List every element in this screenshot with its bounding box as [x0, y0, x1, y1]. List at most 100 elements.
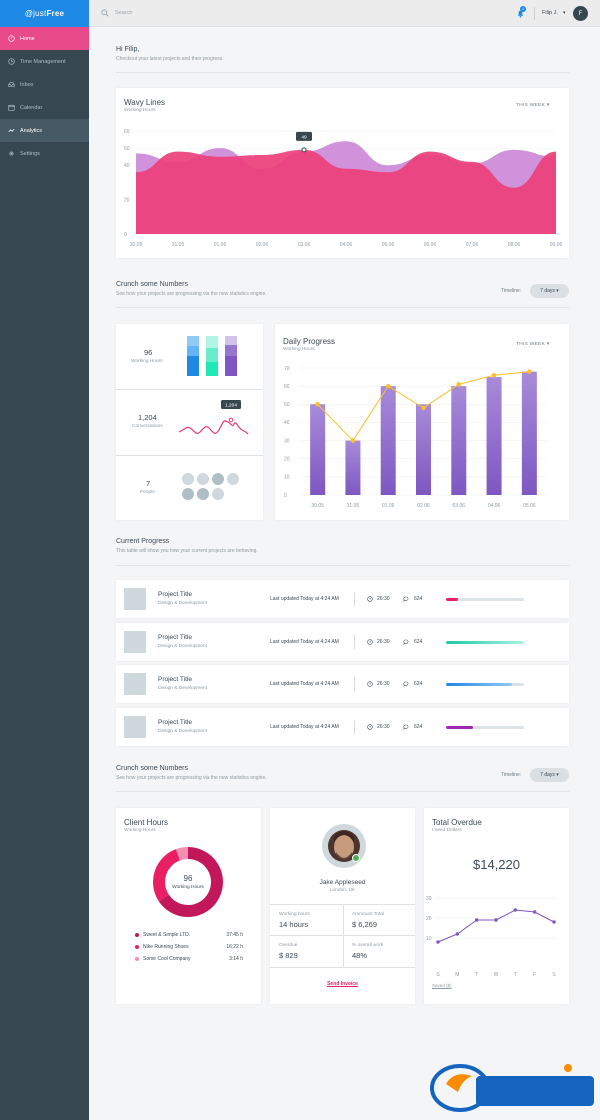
x-tick-label: M [455, 972, 459, 978]
send-invoice-button[interactable]: Send Invoice [327, 981, 358, 987]
bar-30.05 [310, 404, 326, 495]
timeline-label: Timeline: [501, 288, 522, 294]
legend-label: Sweet & Simple LTD. [143, 932, 191, 938]
timeline-select[interactable]: 7 days ▾ [530, 768, 569, 782]
line-point [513, 908, 518, 912]
section-subtitle: This table will show you how your curren… [116, 548, 258, 554]
y-tick-label: 0 [284, 493, 287, 499]
time-value: 26:30 [377, 639, 390, 645]
x-tick-label: F [533, 972, 536, 978]
y-tick-label: 0 [124, 232, 127, 238]
legend-value: 37:45 h [226, 932, 243, 938]
project-title[interactable]: Project Title [158, 634, 192, 641]
legend-dot [135, 945, 139, 949]
sidebar-item-calendar[interactable]: Calendar [0, 96, 89, 119]
table-row[interactable]: Project Title Design & Development Last up… [116, 580, 569, 618]
home-icon [8, 35, 15, 42]
progress-fill [446, 683, 513, 686]
bar-segment [187, 336, 199, 346]
donut-center-label: Working Hours [172, 884, 204, 890]
search-icon[interactable] [101, 9, 109, 17]
last-updated: Last updated Today at 4:24 AM [270, 724, 339, 730]
sidebar-item-home[interactable]: Home [0, 27, 89, 50]
line-point [456, 382, 462, 387]
project-title[interactable]: Project Title [158, 719, 192, 726]
sparkline-point [228, 417, 234, 423]
sidebar-item-inbox[interactable]: Inbox [0, 73, 89, 96]
logo[interactable]: @just Free [0, 0, 89, 27]
bar-segment [187, 356, 199, 376]
x-tick-label: 31.05 [347, 503, 360, 509]
y-tick-label: 10 [426, 936, 432, 942]
gear-icon [8, 150, 15, 157]
sidebar-item-time-management[interactable]: Time Management [0, 50, 89, 73]
divider [116, 565, 569, 566]
last-updated: Last updated Today at 4:24 AM [270, 639, 339, 645]
x-tick-label: 31.05 [172, 242, 185, 248]
sidebar: @just Free Home Time Management Inbox Cal… [0, 0, 89, 1120]
y-tick-label: 40 [284, 420, 290, 426]
legend-label: Nike Running Shoes [143, 944, 189, 950]
sidebar-item-label: Inbox [20, 81, 34, 88]
comment-icon [403, 596, 409, 602]
topbar: Search 4 Filip J. ▾ F [89, 0, 600, 27]
conversations-sparkline: 1,204 [178, 400, 249, 435]
chevron-down-icon[interactable]: ▾ [563, 10, 566, 16]
overdue-value: $ 829 [279, 951, 298, 960]
section-title: Crunch some Numbers [116, 281, 188, 288]
search-input[interactable]: Search [115, 10, 133, 16]
timeline-select[interactable]: 7 days ▾ [530, 284, 569, 298]
sidebar-item-label: Time Management [20, 58, 66, 65]
period-select[interactable]: THIS WEEK ▾ [516, 342, 549, 347]
project-title[interactable]: Project Title [158, 676, 192, 683]
card-title: Client Hours [124, 818, 169, 827]
period-label: THIS WEEK [516, 342, 546, 347]
hours-label: Working Hours [131, 359, 163, 364]
y-tick-label: 30 [426, 896, 432, 902]
amount-label: Ammount Total [352, 912, 384, 917]
comment-count: 624 [414, 639, 423, 645]
avatar-skin [334, 835, 354, 859]
progress-fill [446, 726, 474, 729]
divider [534, 7, 535, 20]
sidebar-item-analytics[interactable]: Analytics [0, 119, 89, 142]
card-subtitle: Working Hours [124, 108, 156, 113]
divider [354, 592, 355, 606]
y-tick-label: 70 [284, 366, 290, 372]
sidebar-item-label: Calendar [20, 104, 43, 111]
area-series-2 [136, 149, 556, 234]
avatar[interactable]: F [573, 6, 588, 21]
stats-card: 96 Working Hours 1,204 Conversations 1,2… [116, 324, 263, 520]
worked-label: Working hours [279, 912, 310, 917]
progress-bar [446, 683, 524, 686]
y-tick-label: 20 [284, 457, 290, 463]
bell-icon[interactable] [516, 9, 525, 18]
line-point [491, 372, 497, 378]
table-row[interactable]: Project Title Design & Development Last up… [116, 623, 569, 661]
y-tick-label: 10 [284, 475, 290, 481]
x-tick-label: 09.06 [550, 242, 563, 248]
bar-01.06 [380, 386, 396, 495]
x-tick-label: T [514, 972, 517, 978]
chart-tooltip-text: 49 [301, 134, 307, 140]
clock-icon [367, 596, 373, 602]
project-title[interactable]: Project Title [158, 591, 192, 598]
comment-icon [403, 681, 409, 687]
period-select[interactable]: THIS WEEK ▾ [516, 103, 549, 108]
table-row[interactable]: Project Title Design & Development Last up… [116, 665, 569, 703]
daily-progress-chart: 0 10 20 30 40 50 60 70 30.05 31.05 01.06 02.06 03.06… [284, 366, 547, 509]
sidebar-item-label: Home [20, 35, 35, 42]
comment-count: 624 [414, 681, 423, 687]
clock-icon [367, 724, 373, 730]
x-tick-label: 30.05 [130, 242, 143, 248]
user-menu[interactable]: Filip J. [542, 10, 558, 16]
table-row[interactable]: Project Title Design & Development Last up… [116, 708, 569, 746]
overdue-line [437, 909, 555, 943]
sidebar-item-settings[interactable]: Settings [0, 142, 89, 165]
legend-value: 16:22 h [226, 944, 243, 950]
y-tick-label: 20 [426, 916, 432, 922]
divider [270, 935, 415, 936]
people-label: People [140, 490, 155, 495]
overdue-footer[interactable]: Saved ($) [432, 983, 452, 988]
page-subtitle: Checkout your latest projects and their … [116, 56, 224, 62]
